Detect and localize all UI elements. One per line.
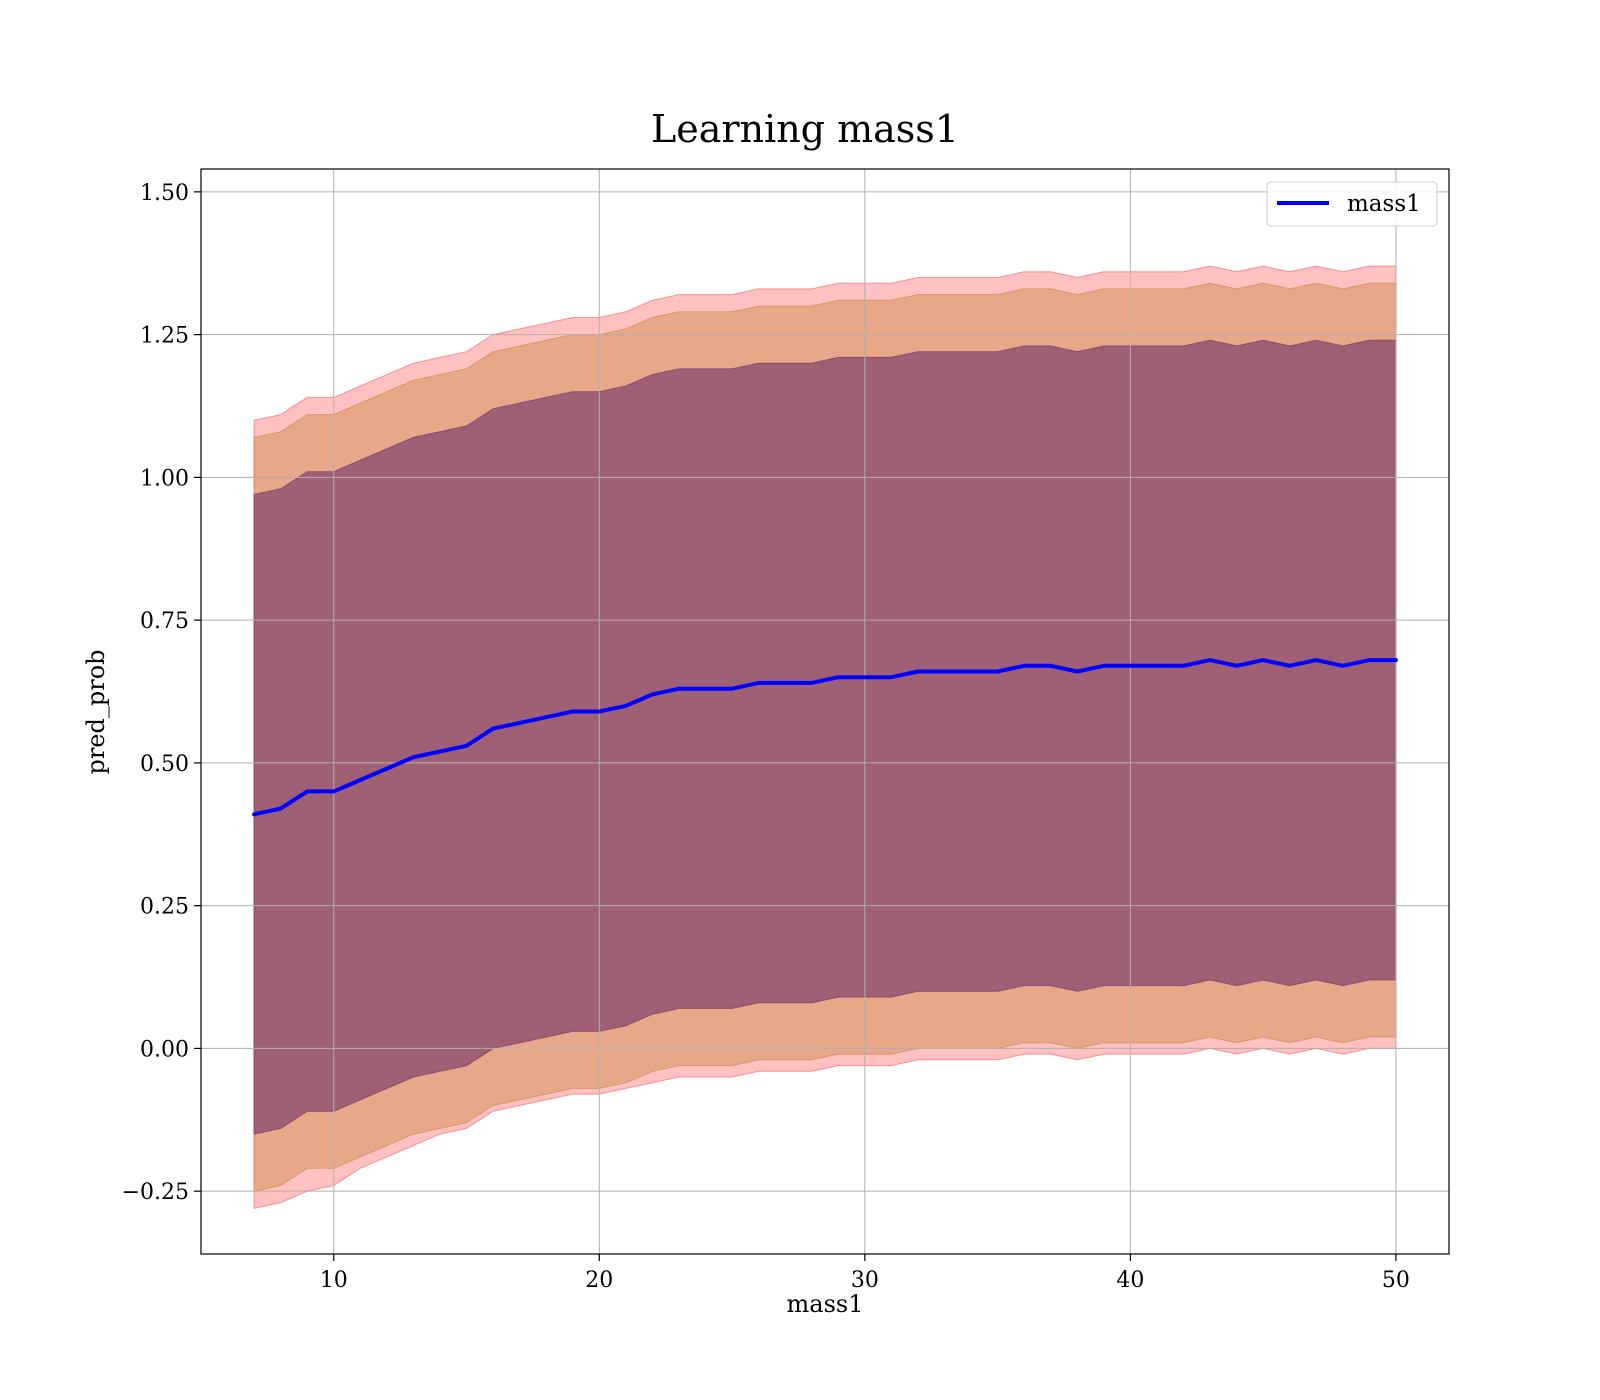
- y-tick-label-6: 1.25: [140, 324, 189, 349]
- x-tick-label-3: 40: [1116, 1268, 1144, 1293]
- plot-frame: [200, 168, 1450, 1255]
- x-axis-ticks: 10 20 30 40 50: [320, 1254, 1410, 1293]
- series-line-mass1: [252, 658, 1398, 817]
- y-tick-label-0: −0.25: [122, 1180, 189, 1205]
- x-tick-label-4: 50: [1382, 1268, 1410, 1293]
- plot-area: [200, 168, 1450, 1255]
- y-tick-label-1: 0.00: [140, 1037, 189, 1062]
- legend: mass1: [1266, 181, 1438, 227]
- x-tick-label-1: 20: [585, 1268, 613, 1293]
- x-tick-label-2: 30: [851, 1268, 879, 1293]
- y-tick-label-5: 1.00: [140, 466, 189, 491]
- lines-layer: [252, 658, 1398, 817]
- x-axis-label: mass1: [787, 1290, 864, 1318]
- y-tick-label-2: 0.25: [140, 895, 189, 920]
- chart-title: Learning mass1: [651, 107, 959, 151]
- bands-layer: [253, 265, 1397, 1209]
- y-axis-label: pred_prob: [82, 649, 110, 774]
- legend-label-mass1: mass1: [1347, 191, 1421, 217]
- x-tick-label-0: 10: [320, 1268, 348, 1293]
- y-tick-label-4: 0.75: [140, 609, 189, 634]
- legend-box: [1266, 181, 1438, 227]
- y-axis-ticks: −0.25 0.00 0.25 0.50 0.75 1.00 1.25 1.50: [122, 181, 201, 1205]
- y-tick-label-7: 1.50: [140, 181, 189, 206]
- grid-layer: [201, 169, 1449, 1254]
- y-tick-label-3: 0.50: [140, 752, 189, 777]
